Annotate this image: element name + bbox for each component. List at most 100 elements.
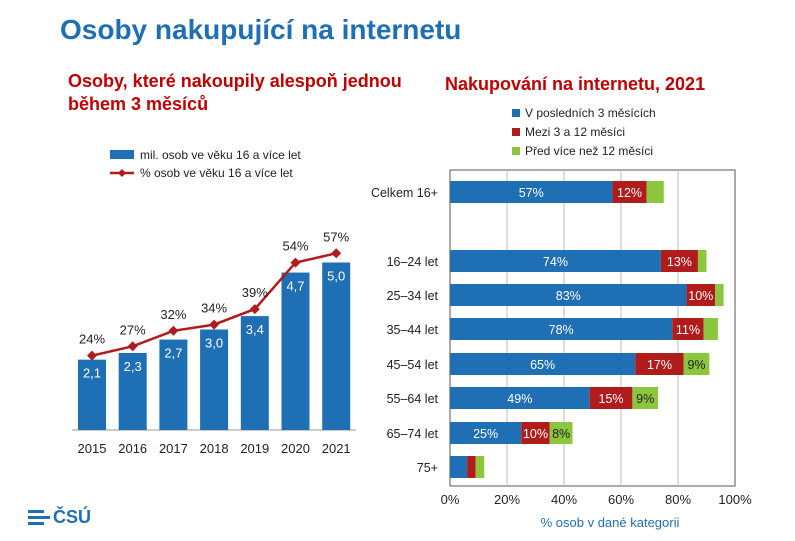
pct-marker-2020: [290, 257, 301, 268]
x-tick-label-2: 40%: [551, 492, 577, 507]
bar-label-3-seg-0: 78%: [549, 323, 574, 337]
x-tick-label-3: 60%: [608, 492, 634, 507]
bar-label-2017: 2,7: [164, 346, 182, 361]
bar-1-seg-2: [697, 250, 707, 272]
pct-label-2016: 27%: [120, 322, 146, 337]
legend-label-1: Mezi 3 a 12 měsíci: [525, 125, 625, 139]
bar-5-seg-1: [589, 387, 633, 409]
pct-label-2021: 57%: [323, 229, 349, 244]
category-label-2: 25–34 let: [387, 289, 439, 303]
logo-text: ČSÚ: [53, 507, 92, 527]
category-label-7: 75+: [417, 461, 438, 475]
category-label-3: 35–44 let: [387, 323, 439, 337]
bar-3-seg-0: [450, 318, 673, 340]
legend-label-0: V posledních 3 měsících: [525, 106, 656, 120]
bar-label-2015: 2,1: [83, 366, 101, 381]
x-tick-label-0: 0%: [441, 492, 460, 507]
bar-4-seg-1: [635, 353, 684, 375]
legend-marker-pct: [118, 169, 126, 177]
bar-0-seg-1: [612, 181, 647, 203]
bar-0-seg-2: [646, 181, 664, 203]
bar-label-2020: 4,7: [286, 279, 304, 294]
x-tick-label-2015: 2015: [78, 441, 107, 456]
category-label-4: 45–54 let: [387, 358, 439, 372]
bar-1-seg-1: [660, 250, 698, 272]
pct-label-2018: 34%: [201, 301, 227, 316]
x-tick-label-4: 80%: [665, 492, 691, 507]
bar-label-2019: 3,4: [246, 322, 264, 337]
legend-swatch-1: [512, 128, 520, 136]
bar-label-4-seg-2: 9%: [687, 358, 705, 372]
pct-label-2017: 32%: [160, 307, 186, 322]
bar-2-seg-2: [715, 284, 724, 306]
legend-swatch-2: [512, 147, 520, 155]
bar-1-seg-0: [450, 250, 661, 272]
left-chart-title: Osoby, které nakoupily alespoň jednou bě…: [68, 71, 402, 114]
legend-label-pct: % osob ve věku 16 a více let: [140, 166, 293, 180]
pct-label-2019: 39%: [242, 285, 268, 300]
bar-0-seg-0: [450, 181, 613, 203]
bar-2-seg-0: [450, 284, 687, 306]
page-title: Osoby nakupující na internetu: [60, 14, 462, 45]
bar-label-0-seg-1: 12%: [617, 186, 642, 200]
x-tick-label-5: 100%: [718, 492, 752, 507]
pct-marker-2019: [249, 304, 260, 315]
bar-7-seg-2: [475, 456, 485, 478]
bar-2021: [322, 262, 351, 430]
pct-marker-2021: [331, 248, 342, 259]
legend-label-bars: mil. osob ve věku 16 a více let: [140, 148, 301, 162]
bar-2017: [159, 339, 188, 430]
pct-marker-2017: [168, 325, 179, 336]
bar-6-seg-2: [549, 422, 573, 444]
bar-label-3-seg-1: 11%: [676, 323, 700, 337]
bar-label-2-seg-1: 10%: [688, 289, 713, 303]
legend-swatch-0: [512, 109, 520, 117]
csu-logo: ČSÚ: [28, 507, 91, 528]
bar-label-2021: 5,0: [327, 269, 345, 284]
x-tick-label-2021: 2021: [322, 441, 351, 456]
x-axis-title: % osob v dané kategorii: [541, 515, 680, 530]
x-tick-label-1: 20%: [494, 492, 520, 507]
bar-7-seg-0: [450, 456, 468, 478]
pct-marker-2018: [209, 319, 220, 330]
bar-4-seg-0: [450, 353, 636, 375]
bar-label-6-seg-0: 25%: [473, 427, 498, 441]
legend-swatch-bars: [110, 150, 134, 159]
bar-label-4-seg-1: 17%: [647, 358, 672, 372]
bar-6-seg-1: [521, 422, 550, 444]
bar-label-5-seg-0: 49%: [507, 392, 532, 406]
bar-label-2016: 2,3: [124, 359, 142, 374]
bar-label-6-seg-2: 8%: [552, 427, 570, 441]
pct-marker-2015: [87, 350, 97, 361]
bar-label-2-seg-0: 83%: [556, 289, 581, 303]
bar-5-seg-0: [450, 387, 590, 409]
bar-2-seg-1: [686, 284, 716, 306]
bar-3-seg-1: [672, 318, 704, 340]
x-tick-label-2019: 2019: [240, 441, 269, 456]
x-tick-label-2020: 2020: [281, 441, 310, 456]
bar-label-0-seg-0: 57%: [519, 186, 544, 200]
bar-label-5-seg-2: 9%: [636, 392, 654, 406]
bar-label-1-seg-1: 13%: [667, 255, 692, 269]
category-label-0: Celkem 16+: [371, 186, 438, 200]
bar-2015: [78, 359, 106, 430]
bar-label-2018: 3,0: [205, 336, 223, 351]
bar-2016: [118, 352, 147, 430]
category-label-1: 16–24 let: [387, 255, 439, 269]
legend-label-2: Před více než 12 měsíci: [525, 144, 653, 158]
bar-5-seg-2: [632, 387, 659, 409]
bar-2018: [200, 329, 229, 430]
bar-label-5-seg-1: 15%: [599, 392, 624, 406]
x-tick-label-2018: 2018: [200, 441, 229, 456]
pct-label-2020: 54%: [282, 239, 308, 254]
category-label-6: 65–74 let: [387, 427, 439, 441]
bar-label-1-seg-0: 74%: [543, 255, 568, 269]
left-chart: mil. osob ve věku 16 a více let % osob ve…: [72, 148, 356, 456]
x-tick-label-2017: 2017: [159, 441, 188, 456]
pct-marker-2016: [127, 341, 138, 352]
bar-2020: [281, 272, 310, 430]
bar-label-4-seg-0: 65%: [530, 358, 555, 372]
right-chart-title: Nakupování na internetu, 2021: [445, 74, 706, 94]
bar-7-seg-1: [467, 456, 476, 478]
